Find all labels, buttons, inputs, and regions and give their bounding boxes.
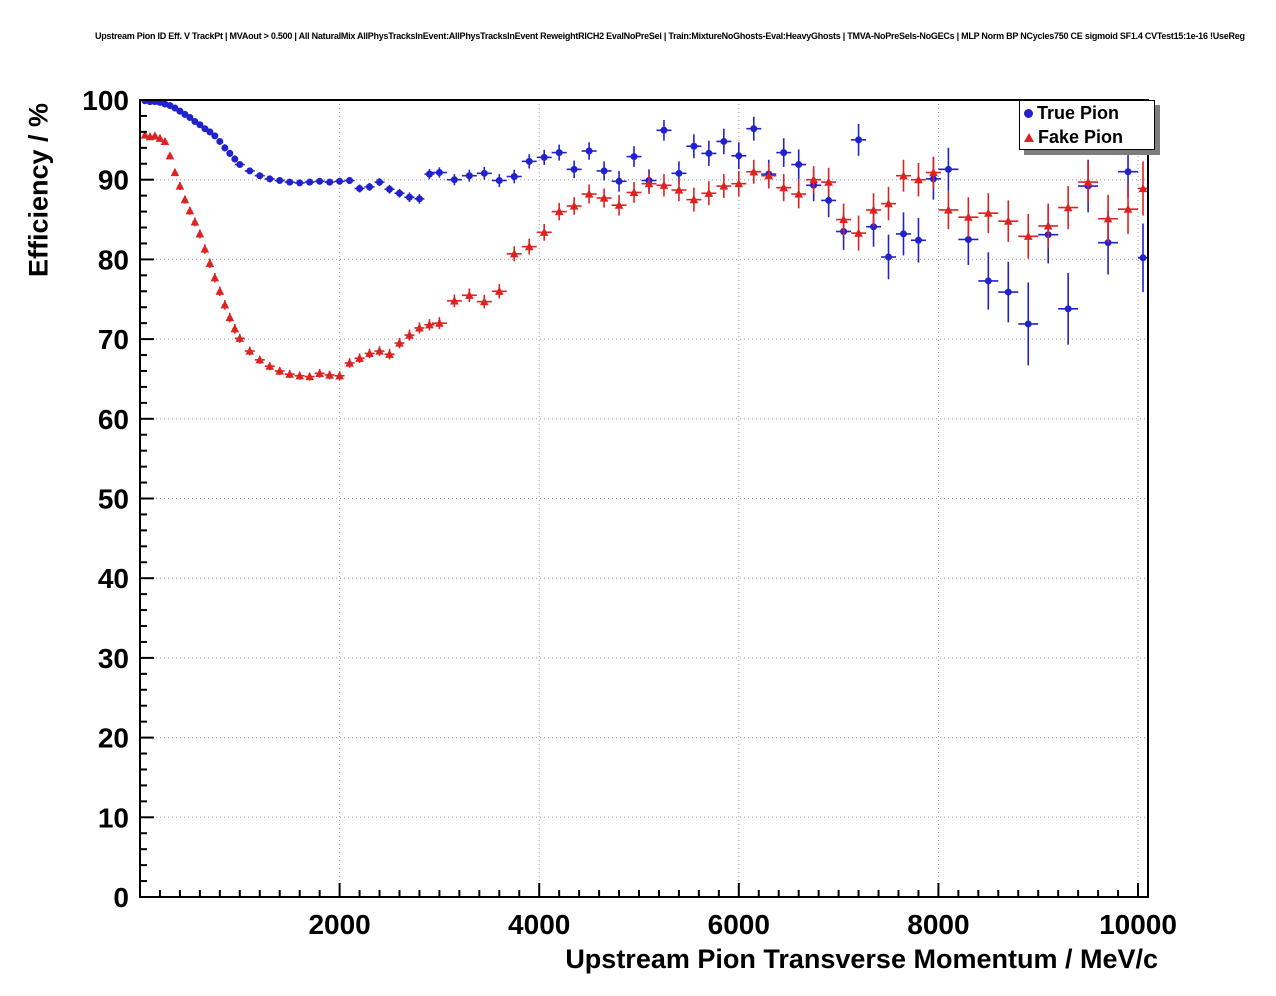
legend-entry-true-pion: True Pion	[1020, 101, 1154, 125]
gridlines	[140, 100, 1148, 897]
plot-title: Upstream Pion ID Eff. V TrackPt | MVAout…	[95, 31, 1245, 41]
y-tick-label: 40	[98, 563, 129, 594]
fake-pion-triangle-marker-icon	[1024, 132, 1034, 142]
x-tick-label: 8000	[907, 909, 969, 940]
y-tick-label: 90	[98, 165, 129, 196]
y-tick-label: 10	[98, 802, 129, 833]
x-axis-title: Upstream Pion Transverse Momentum / MeV/…	[565, 944, 1158, 974]
true-pion-circle-marker-icon	[1024, 108, 1033, 118]
y-tick-label: 80	[98, 244, 129, 275]
x-tick-label: 4000	[508, 909, 570, 940]
y-tick-label: 100	[82, 85, 129, 116]
legend-label-fake-pion: Fake Pion	[1038, 127, 1124, 147]
y-tick-label: 20	[98, 723, 129, 754]
tick-labels: 2000 4000 6000 8000 10000 0 10 20 30 40 50 60 70 80 90…	[82, 85, 1177, 940]
axis-ticks	[139, 99, 1140, 898]
data-series	[140, 100, 1148, 381]
legend-label-true-pion: True Pion	[1037, 103, 1120, 123]
legend: True Pion Fake Pion	[1019, 100, 1155, 150]
x-tick-label: 2000	[308, 909, 370, 940]
series-fake-pion	[140, 130, 1148, 381]
y-tick-label: 0	[113, 882, 129, 913]
x-tick-label: 6000	[708, 909, 770, 940]
series-true-pion	[141, 100, 1148, 366]
y-tick-label: 60	[98, 404, 129, 435]
x-tick-label: 10000	[1099, 909, 1177, 940]
y-tick-label: 70	[98, 324, 129, 355]
legend-entry-fake-pion: Fake Pion	[1020, 125, 1154, 149]
y-tick-label: 50	[98, 484, 129, 515]
y-tick-label: 30	[98, 643, 129, 674]
